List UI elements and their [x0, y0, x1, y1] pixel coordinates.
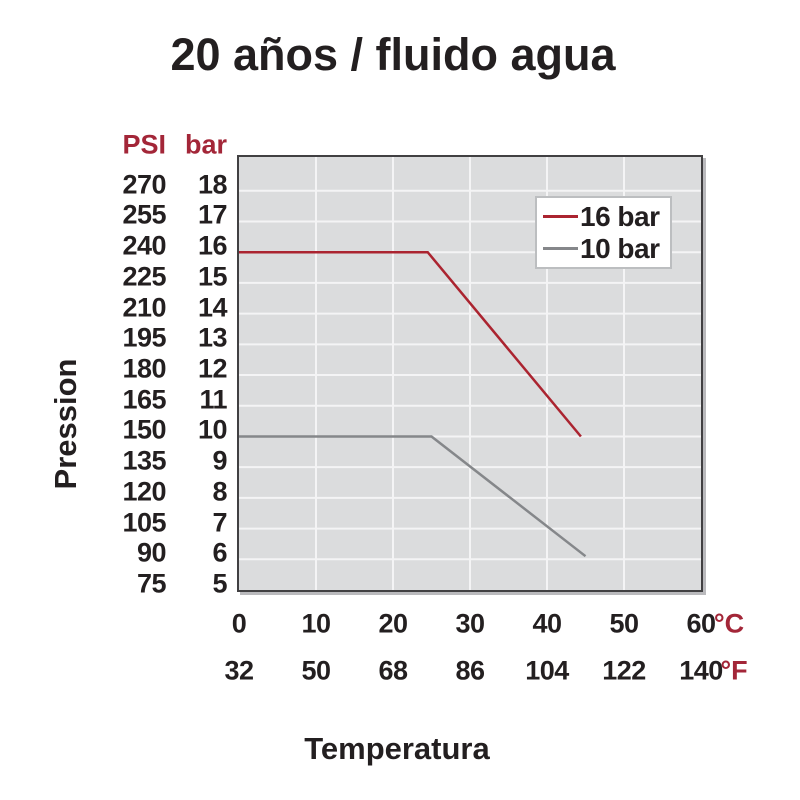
- celsius-tick: 50: [609, 608, 639, 639]
- celsius-tick: 40: [532, 608, 562, 639]
- bar-tick: 10: [197, 414, 228, 445]
- psi-tick: 90: [136, 537, 167, 568]
- fahrenheit-tick: 68: [378, 655, 408, 686]
- psi-tick: 255: [122, 199, 166, 230]
- bar-tick: 11: [199, 384, 227, 415]
- celsius-tick: 30: [455, 608, 485, 639]
- bar-tick: 8: [212, 476, 227, 507]
- fahrenheit-tick: 50: [301, 655, 331, 686]
- fahrenheit-tick: 32: [224, 655, 254, 686]
- bar-tick: 6: [212, 537, 227, 568]
- celsius-tick: 10: [301, 608, 331, 639]
- legend-label: 10 bar: [580, 232, 660, 264]
- psi-tick: 210: [122, 292, 166, 323]
- fahrenheit-tick: 104: [525, 655, 569, 686]
- psi-tick: 105: [122, 507, 166, 538]
- fahrenheit-unit-label: °F: [720, 655, 748, 686]
- bar-tick: 15: [197, 261, 228, 292]
- celsius-tick: 0: [231, 608, 247, 639]
- psi-tick: 240: [122, 230, 166, 261]
- chart-title: 20 años / fluido agua: [170, 29, 616, 80]
- pressure-axis-title: Pression: [48, 358, 83, 490]
- psi-tick: 270: [122, 169, 166, 200]
- bar-tick-labels: 18 17 16 15 14 13 12 11 10 9 8 7 6 5: [121, 0, 228, 800]
- legend-label: 16 bar: [580, 200, 660, 232]
- bar-tick: 17: [197, 199, 228, 230]
- legend-item-10-bar: 10 bar: [543, 233, 670, 265]
- bar-tick: 18: [197, 169, 228, 200]
- bar-tick: 12: [197, 353, 228, 384]
- psi-tick: 225: [122, 261, 166, 292]
- bar-tick: 5: [212, 568, 227, 599]
- psi-tick: 195: [122, 322, 166, 353]
- legend-line-swatch: [543, 247, 578, 250]
- bar-axis-header: bar: [184, 129, 227, 160]
- bar-tick: 9: [212, 445, 227, 476]
- legend-item-16-bar: 16 bar: [543, 201, 670, 233]
- celsius-tick: 20: [378, 608, 408, 639]
- fahrenheit-tick: 86: [455, 655, 485, 686]
- psi-axis-header: PSI: [122, 129, 166, 160]
- bar-tick: 14: [197, 292, 228, 323]
- temperature-axis-title: Temperatura: [304, 731, 490, 766]
- bar-tick: 16: [197, 230, 228, 261]
- series-line-10-bar: [239, 435, 587, 558]
- psi-tick: 75: [136, 568, 167, 599]
- bar-tick: 7: [212, 507, 227, 538]
- celsius-unit-label: °C: [713, 608, 745, 639]
- celsius-tick: 60: [686, 608, 716, 639]
- series-line-16-bar: [239, 250, 582, 438]
- fahrenheit-tick: 122: [602, 655, 646, 686]
- fahrenheit-tick: 140: [679, 655, 723, 686]
- legend: 16 bar 10 bar: [535, 196, 672, 269]
- bar-tick: 13: [197, 322, 228, 353]
- legend-line-swatch: [543, 215, 578, 218]
